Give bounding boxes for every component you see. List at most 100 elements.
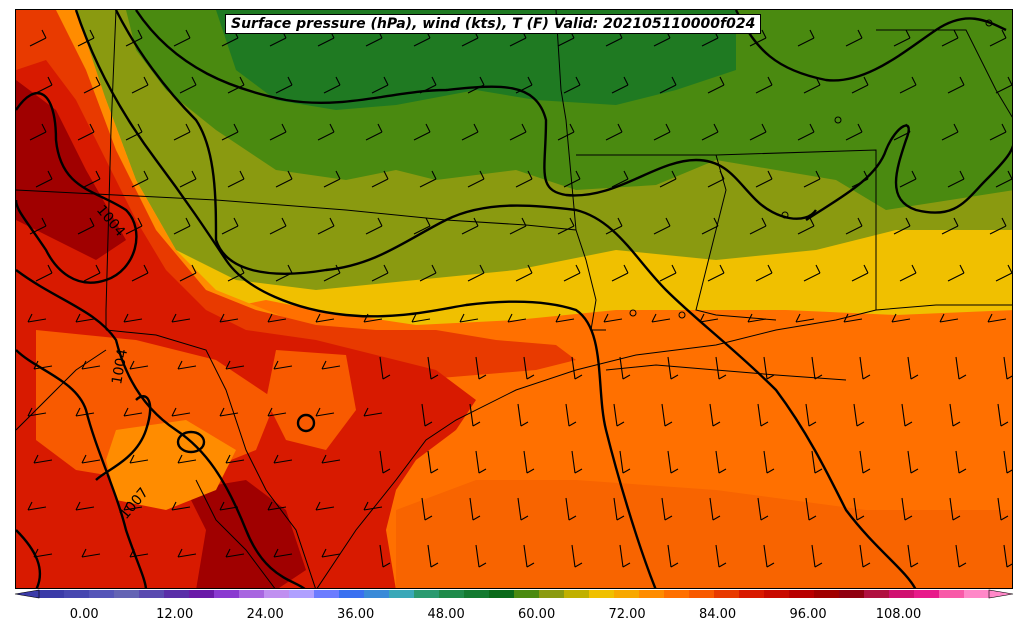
colorbar-cell bbox=[389, 590, 415, 598]
wind-barb bbox=[757, 497, 769, 521]
wind-barb bbox=[371, 264, 389, 282]
wind-barb bbox=[317, 123, 335, 141]
wind-barb bbox=[75, 501, 95, 511]
colorbar-cell bbox=[489, 590, 515, 598]
wind-barb bbox=[225, 360, 245, 370]
wind-barb bbox=[123, 313, 143, 323]
wind-barb bbox=[853, 403, 865, 427]
wind-barb bbox=[651, 313, 671, 323]
wind-barb bbox=[619, 544, 631, 568]
colorbar-cell bbox=[964, 590, 990, 598]
wind-barb bbox=[755, 264, 773, 282]
wind-barb bbox=[461, 217, 479, 235]
colorbar-tick-label: 12.00 bbox=[156, 607, 194, 622]
wind-barb bbox=[859, 544, 871, 568]
wind-barb bbox=[421, 403, 433, 427]
colorbar-cell bbox=[214, 590, 240, 598]
wind-barb bbox=[901, 497, 913, 521]
wind-barb bbox=[763, 544, 775, 568]
colorbar-min-arrow bbox=[14, 589, 40, 599]
wind-barb bbox=[323, 264, 341, 282]
wind-barb bbox=[363, 313, 383, 323]
wind-barb bbox=[273, 548, 293, 558]
isobar-label: 1004 bbox=[109, 348, 131, 386]
wind-barb bbox=[989, 123, 1007, 141]
wind-barb bbox=[907, 544, 919, 568]
wind-barb bbox=[523, 544, 535, 568]
colorbar-cell bbox=[364, 590, 390, 598]
wind-barb bbox=[371, 76, 389, 94]
wind-barb bbox=[177, 548, 197, 558]
wind-barb bbox=[803, 170, 821, 188]
wind-barb bbox=[901, 403, 913, 427]
wind-barb bbox=[173, 29, 191, 47]
wind-barb bbox=[605, 217, 623, 235]
wind-barb bbox=[413, 123, 431, 141]
colorbar-max-arrow bbox=[988, 589, 1014, 599]
wind-barb bbox=[131, 170, 149, 188]
wind-barb bbox=[509, 123, 527, 141]
wind-barb bbox=[273, 360, 293, 370]
wind-barb bbox=[955, 544, 967, 568]
wind-barb bbox=[81, 454, 101, 464]
colorbar-cell bbox=[689, 590, 715, 598]
colorbar-cell bbox=[414, 590, 440, 598]
wind-barb bbox=[173, 123, 191, 141]
wind-barb bbox=[749, 217, 767, 235]
wind-barb bbox=[129, 360, 149, 370]
wind-barb bbox=[619, 356, 631, 380]
wind-barb bbox=[179, 170, 197, 188]
wind-barb bbox=[177, 454, 197, 464]
wind-barb bbox=[75, 313, 95, 323]
wind-barb bbox=[755, 76, 773, 94]
colorbar-cell bbox=[114, 590, 140, 598]
wind-barb bbox=[413, 217, 431, 235]
wind-barb bbox=[659, 170, 677, 188]
colorbar-cell bbox=[739, 590, 765, 598]
wind-barb bbox=[613, 497, 625, 521]
wind-barb bbox=[947, 170, 965, 188]
wind-barb bbox=[557, 123, 575, 141]
wind-barb bbox=[893, 123, 911, 141]
isobar-contours bbox=[16, 10, 1012, 588]
wind-barb bbox=[523, 356, 535, 380]
wind-barb bbox=[75, 407, 95, 417]
colorbar-cells bbox=[39, 590, 990, 598]
wind-barb bbox=[555, 313, 575, 323]
wind-barb bbox=[177, 360, 197, 370]
wind-barb bbox=[715, 356, 727, 380]
wind-barb bbox=[27, 313, 47, 323]
wind-barb bbox=[475, 356, 487, 380]
wind-barb bbox=[845, 123, 863, 141]
wind-barb bbox=[379, 450, 391, 474]
wind-barb bbox=[315, 501, 335, 511]
colorbar-tick-label: 0.00 bbox=[69, 607, 99, 622]
wind-barb bbox=[379, 544, 391, 568]
wind-barb bbox=[125, 217, 143, 235]
colorbar-cell bbox=[839, 590, 865, 598]
colorbar-tick-label: 72.00 bbox=[608, 607, 646, 622]
wind-barb bbox=[613, 403, 625, 427]
wind-barb bbox=[811, 356, 823, 380]
wind-barb bbox=[29, 123, 47, 141]
wind-barb bbox=[411, 313, 431, 323]
wind-barb bbox=[795, 313, 815, 323]
wind-barb bbox=[29, 29, 47, 47]
wind-barb bbox=[565, 403, 577, 427]
colorbar-tick-label: 24.00 bbox=[246, 607, 284, 622]
wind-barb bbox=[941, 29, 959, 47]
colorbar-cell bbox=[339, 590, 365, 598]
wind-barb bbox=[275, 264, 293, 282]
wind-barb bbox=[605, 123, 623, 141]
colorbar-cell bbox=[764, 590, 790, 598]
wind-barb bbox=[995, 170, 1012, 188]
wind-barb bbox=[35, 76, 53, 94]
wind-barb bbox=[81, 360, 101, 370]
wind-barb bbox=[419, 76, 437, 94]
wind-barb bbox=[225, 454, 245, 464]
wind-barb bbox=[1003, 356, 1012, 380]
wind-barb bbox=[893, 217, 911, 235]
wind-barb bbox=[707, 76, 725, 94]
colorbar-cell bbox=[39, 590, 65, 598]
wind-barb bbox=[653, 123, 671, 141]
